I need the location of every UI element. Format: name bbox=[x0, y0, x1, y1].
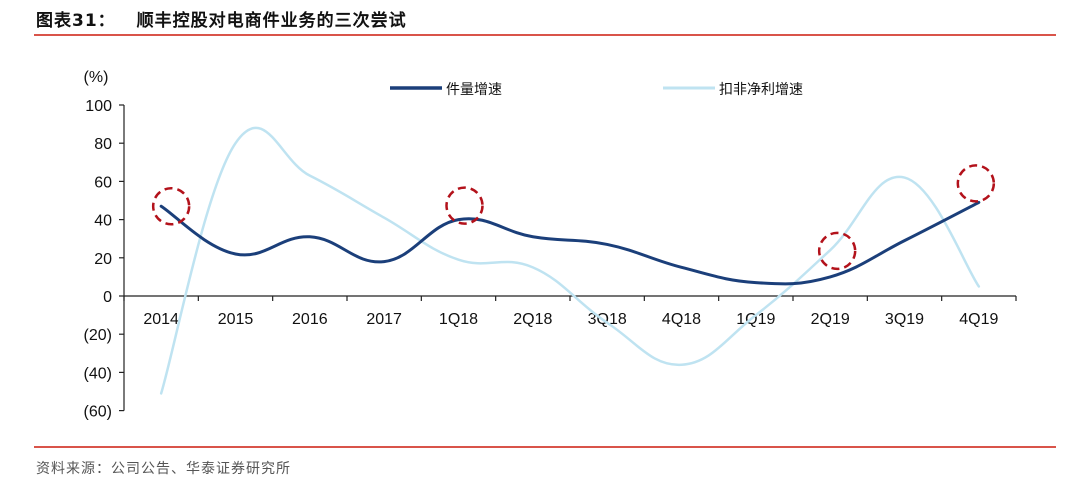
y-tick-label: 100 bbox=[85, 98, 112, 115]
x-tick-label: 2015 bbox=[218, 311, 254, 328]
legend-label: 扣非净利增速 bbox=[719, 82, 803, 98]
highlight-circle bbox=[956, 164, 996, 203]
bottom-divider bbox=[34, 446, 1056, 448]
legend-label: 件量增速 bbox=[446, 82, 502, 98]
x-tick-label: 4Q18 bbox=[662, 311, 701, 328]
y-tick-label: 20 bbox=[94, 251, 112, 268]
figure-title-text: 顺丰控股对电商件业务的三次尝试 bbox=[136, 11, 407, 31]
highlight-circle bbox=[817, 231, 857, 271]
series-net-profit-growth-line bbox=[159, 126, 981, 395]
y-tick-label: 0 bbox=[103, 289, 112, 306]
x-tick-label: 2017 bbox=[366, 311, 402, 328]
highlight-circle bbox=[151, 186, 191, 226]
y-tick-label: (40) bbox=[84, 365, 112, 382]
line-chart: (%) 100 80 60 40 20 0 (20) (40) (60) 2014 2015 2016 2… bbox=[84, 69, 1017, 421]
series-volume-growth-line bbox=[159, 200, 981, 286]
y-axis-unit: (%) bbox=[84, 69, 109, 86]
top-divider bbox=[34, 34, 1056, 36]
y-tick-label: (20) bbox=[84, 327, 112, 344]
y-tick-label: 40 bbox=[94, 213, 112, 230]
figure-title: 图表31： 顺丰控股对电商件业务的三次尝试 bbox=[36, 6, 407, 31]
figure-label: 图表31： bbox=[36, 11, 116, 31]
y-tick-label: (60) bbox=[84, 404, 112, 421]
x-tick-label: 1Q18 bbox=[439, 311, 478, 328]
source-note: 资料来源：公司公告、华泰证券研究所 bbox=[36, 461, 291, 477]
x-tick-label: 3Q19 bbox=[885, 311, 924, 328]
x-tick-label: 2014 bbox=[143, 311, 179, 328]
x-tick-label: 2Q19 bbox=[811, 311, 850, 328]
x-tick-label: 2Q18 bbox=[513, 311, 552, 328]
x-tick-label: 2016 bbox=[292, 311, 328, 328]
y-tick-label: 60 bbox=[94, 174, 112, 191]
x-tick-label: 4Q19 bbox=[959, 311, 998, 328]
highlight-circle bbox=[445, 186, 484, 225]
y-tick-label: 80 bbox=[94, 136, 112, 153]
